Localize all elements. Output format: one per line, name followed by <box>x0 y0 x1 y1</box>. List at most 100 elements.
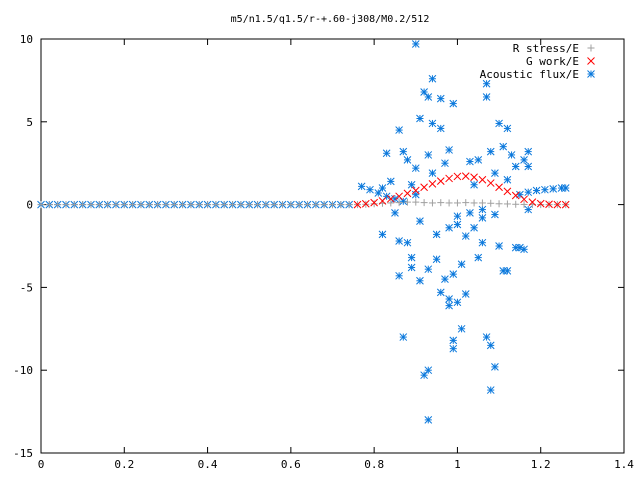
data-point <box>437 199 445 207</box>
data-point <box>204 201 212 209</box>
data-point <box>411 190 420 199</box>
data-point <box>399 197 408 206</box>
data-point <box>487 199 495 207</box>
data-point <box>212 201 220 209</box>
data-point <box>411 40 420 48</box>
data-point <box>536 199 545 208</box>
chart-title: m5/n1.5/q1.5/r-+.60-j308/M0.2/512 <box>231 14 430 25</box>
data-point <box>436 177 445 185</box>
data-point <box>391 194 399 203</box>
data-point <box>424 416 433 424</box>
data-point <box>516 243 524 252</box>
data-point <box>482 79 491 88</box>
x-tick-label: 1 <box>454 458 461 471</box>
data-point <box>407 263 416 272</box>
data-point <box>420 199 428 207</box>
data-point <box>403 189 412 198</box>
x-tick-label: 0.6 <box>281 458 301 471</box>
data-point <box>361 199 370 208</box>
data-point <box>549 185 558 193</box>
data-point <box>470 173 478 182</box>
data-point <box>486 179 495 187</box>
data-point <box>520 245 528 254</box>
data-point <box>466 157 474 166</box>
data-point <box>378 230 387 239</box>
data-point <box>420 371 428 380</box>
data-point <box>70 201 78 209</box>
data-point <box>45 201 53 209</box>
data-point <box>420 183 428 192</box>
data-point <box>503 266 512 275</box>
data-point <box>511 162 520 171</box>
data-point <box>545 200 553 209</box>
data-point <box>145 201 153 209</box>
data-marks <box>37 40 570 424</box>
data-point <box>482 333 491 341</box>
data-point <box>424 366 433 375</box>
data-point <box>254 201 262 209</box>
data-point <box>461 232 470 240</box>
data-point <box>520 195 528 204</box>
data-point <box>432 255 441 264</box>
legend-label: Acoustic flux/E <box>480 68 579 81</box>
data-point <box>499 142 508 151</box>
data-point <box>395 192 403 201</box>
data-point <box>524 162 533 171</box>
data-point <box>154 201 162 209</box>
data-point <box>503 187 512 196</box>
data-point <box>395 237 403 245</box>
y-tick-label: -10 <box>13 364 33 377</box>
data-point <box>87 201 95 209</box>
data-point <box>220 201 228 209</box>
data-point <box>428 180 437 188</box>
data-point <box>441 159 449 168</box>
data-point <box>520 156 528 164</box>
data-point <box>386 177 395 186</box>
data-point <box>445 223 453 232</box>
data-point <box>416 217 424 226</box>
data-point <box>537 201 545 209</box>
data-point <box>320 201 328 209</box>
data-point <box>428 119 437 128</box>
data-point <box>353 200 362 209</box>
data-point <box>486 341 495 350</box>
data-point <box>62 201 70 209</box>
data-point <box>120 201 128 209</box>
data-point <box>453 298 462 307</box>
data-point <box>457 324 466 333</box>
data-point <box>461 172 470 180</box>
data-point <box>512 200 520 208</box>
data-point <box>416 276 424 285</box>
data-point <box>445 174 453 183</box>
data-point <box>378 197 387 205</box>
data-point <box>395 271 403 280</box>
data-point <box>478 205 487 214</box>
legend-label: R stress/E <box>513 42 579 55</box>
series-1 <box>353 172 570 209</box>
data-point <box>270 201 278 209</box>
y-tick-label: 0 <box>26 199 33 212</box>
data-point <box>357 182 366 191</box>
data-point <box>304 201 312 209</box>
data-point <box>137 201 145 209</box>
data-point <box>237 201 245 209</box>
series-2 <box>37 40 570 424</box>
data-point <box>449 270 458 279</box>
x-tick-label: 1.2 <box>531 458 551 471</box>
data-point <box>428 74 437 83</box>
data-point <box>461 290 470 298</box>
data-point <box>561 184 570 192</box>
data-point <box>486 386 495 394</box>
data-point <box>445 199 453 207</box>
data-point <box>524 147 533 156</box>
data-point <box>386 194 395 203</box>
data-point <box>532 186 541 195</box>
axis-ticks: 0 0.2 0.4 0.6 0.8 1 1.2 1.4 -15 -10 -5 0 5 10 <box>13 33 634 471</box>
data-point <box>295 201 303 209</box>
x-tick-label: 0 <box>38 458 45 471</box>
y-tick-label: -15 <box>13 447 33 460</box>
data-point <box>112 201 120 209</box>
data-point <box>428 169 437 177</box>
data-point <box>503 175 512 184</box>
data-point <box>345 201 353 209</box>
